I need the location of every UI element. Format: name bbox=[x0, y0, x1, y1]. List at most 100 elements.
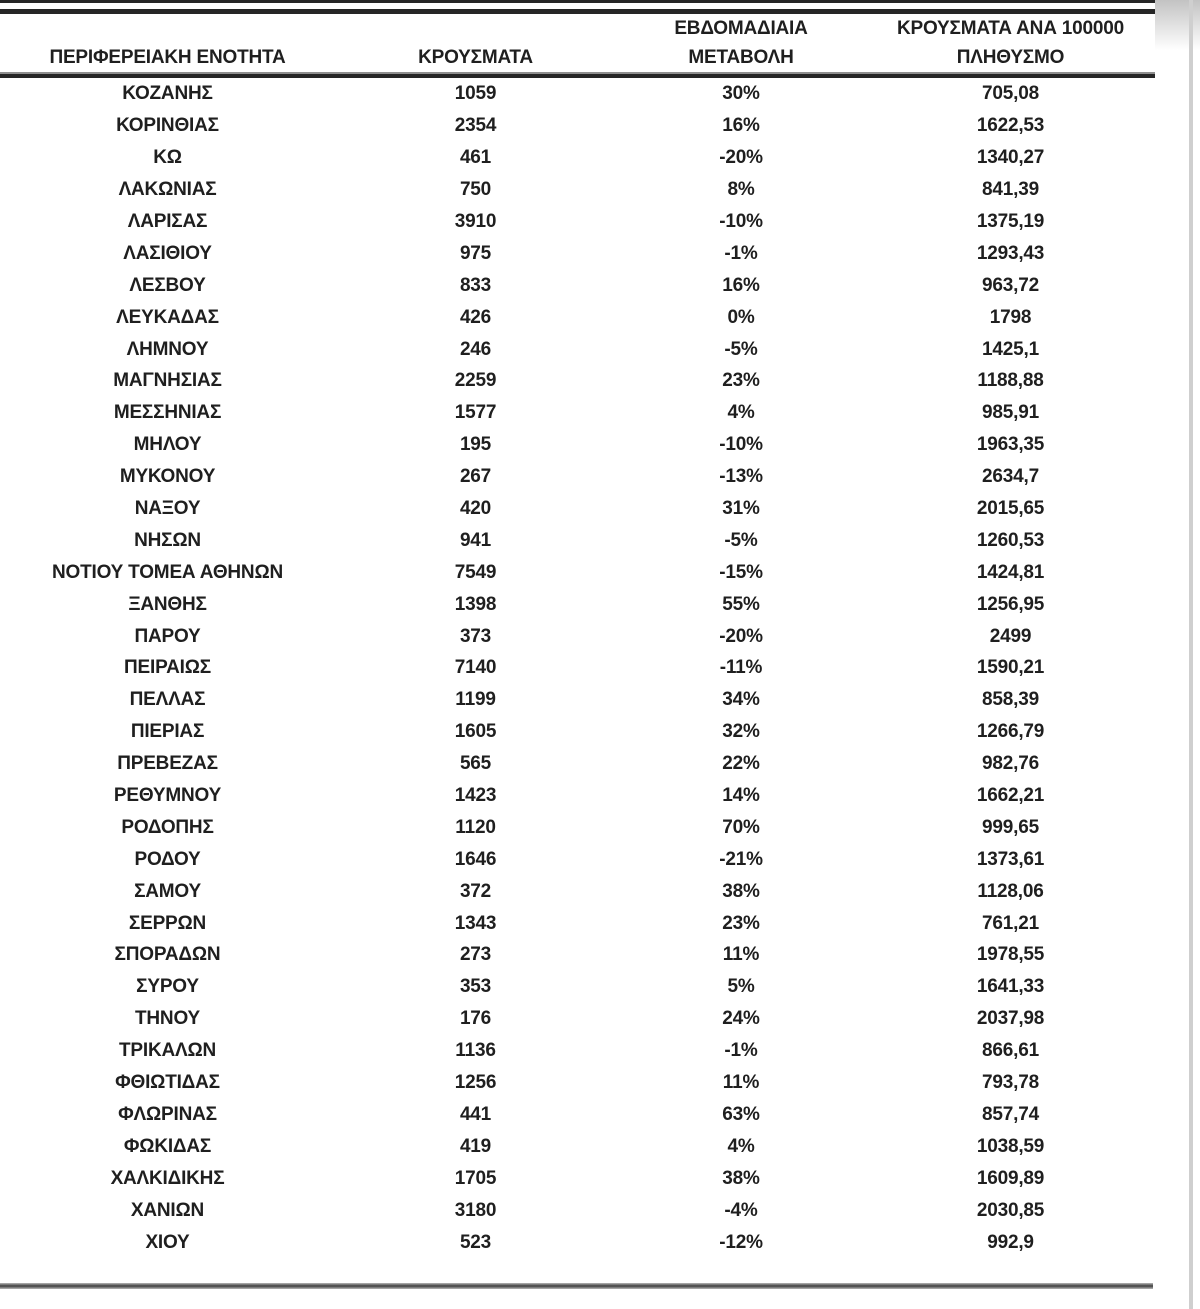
per100k-cell: 1609,89 bbox=[976, 1167, 1045, 1189]
region-cell: ΜΗΛΟΥ bbox=[133, 434, 202, 456]
region-cell: ΡΕΘΥΜΝΟΥ bbox=[113, 785, 222, 807]
cases-cell: 1059 bbox=[454, 83, 497, 105]
region-cell: ΦΩΚΙΔΑΣ bbox=[123, 1135, 212, 1157]
table-row: ΦΘΙΩΤΙΔΑΣ 1256 11% 793,78 bbox=[0, 1067, 1155, 1099]
table-row: ΠΡΕΒΕΖΑΣ 565 22% 982,76 bbox=[0, 748, 1155, 780]
region-cell: ΤΗΝΟΥ bbox=[135, 1008, 200, 1030]
table-row: ΚΟΖΑΝΗΣ 1059 30% 705,08 bbox=[0, 78, 1155, 110]
per100k-cell: 1128,06 bbox=[977, 880, 1044, 902]
weekly-change-cell: -20% bbox=[719, 147, 763, 169]
table-row: ΡΟΔΟΠΗΣ 1120 70% 999,65 bbox=[0, 811, 1155, 843]
per100k-cell: 1375,19 bbox=[976, 211, 1045, 232]
region-cell: ΣΑΜΟΥ bbox=[134, 880, 201, 902]
table-row: ΠΕΛΛΑΣ 1199 34% 858,39 bbox=[0, 684, 1155, 716]
cases-cell: 372 bbox=[459, 880, 492, 902]
region-cell: ΡΟΔΟΠΗΣ bbox=[121, 816, 214, 838]
per100k-cell: 1266,79 bbox=[976, 721, 1045, 743]
per100k-cell: 1038,59 bbox=[976, 1135, 1045, 1157]
region-cell: ΜΥΚΟΝΟΥ bbox=[119, 466, 216, 488]
weekly-change-cell: -12% bbox=[719, 1231, 763, 1253]
per100k-cell: 1260,53 bbox=[976, 529, 1045, 551]
table-row: ΜΑΓΝΗΣΙΑΣ 2259 23% 1188,88 bbox=[0, 365, 1155, 397]
table-row: ΛΕΣΒΟΥ 833 16% 963,72 bbox=[0, 269, 1155, 301]
region-cell: ΠΕΙΡΑΙΩΣ bbox=[124, 657, 211, 679]
region-cell: ΦΘΙΩΤΙΔΑΣ bbox=[115, 1072, 220, 1094]
weekly-change-cell: 4% bbox=[727, 402, 755, 424]
cases-cell: 941 bbox=[459, 529, 492, 551]
per100k-cell: 1340,27 bbox=[976, 147, 1045, 169]
table-row: ΣΑΜΟΥ 372 38% 1128,06 bbox=[0, 875, 1155, 907]
table-top-border-thin bbox=[0, 0, 1155, 3]
table-row: ΞΑΝΘΗΣ 1398 55% 1256,95 bbox=[0, 588, 1155, 620]
cases-cell: 195 bbox=[459, 434, 492, 456]
weekly-change-cell: -10% bbox=[719, 211, 763, 232]
per100k-cell: 866,61 bbox=[982, 1040, 1039, 1062]
per100k-cell: 1622,53 bbox=[976, 115, 1045, 137]
cases-cell: 565 bbox=[459, 753, 492, 775]
table-row: ΜΕΣΣΗΝΙΑΣ 1577 4% 985,91 bbox=[0, 397, 1155, 429]
regional-cases-table: ΠΕΡΙΦΕΡΕΙΑΚΗ ΕΝΟΤΗΤΑ ΚΡΟΥΣΜΑΤΑ ΕΒΔΟΜΑΔΙΑ… bbox=[0, 0, 1155, 1258]
cases-cell: 1577 bbox=[454, 402, 497, 424]
per100k-cell: 1590,21 bbox=[976, 657, 1045, 679]
per100k-cell: 857,74 bbox=[982, 1103, 1039, 1125]
region-cell: ΚΟΡΙΝΘΙΑΣ bbox=[116, 115, 219, 137]
region-cell: ΛΑΣΙΘΙΟΥ bbox=[123, 242, 212, 264]
cases-cell: 975 bbox=[459, 242, 492, 264]
region-cell: ΤΡΙΚΑΛΩΝ bbox=[118, 1040, 217, 1062]
per100k-cell: 1188,88 bbox=[977, 370, 1044, 392]
cases-cell: 7549 bbox=[454, 561, 497, 583]
header-separator-light bbox=[0, 72, 1155, 74]
weekly-change-cell: 16% bbox=[722, 274, 760, 296]
cases-cell: 426 bbox=[459, 306, 492, 328]
table-row: ΣΕΡΡΩΝ 1343 23% 761,21 bbox=[0, 907, 1155, 939]
table-row: ΤΗΝΟΥ 176 24% 2037,98 bbox=[0, 1003, 1155, 1035]
cases-cell: 176 bbox=[459, 1008, 492, 1030]
table-top-border-thick bbox=[0, 9, 1155, 14]
region-cell: ΝΑΞΟΥ bbox=[134, 498, 201, 520]
table-row: ΣΥΡΟΥ 353 5% 1641,33 bbox=[0, 971, 1155, 1003]
cases-cell: 833 bbox=[459, 274, 492, 296]
table-row: ΛΗΜΝΟΥ 246 -5% 1425,1 bbox=[0, 333, 1155, 365]
region-cell: ΧΑΛΚΙΔΙΚΗΣ bbox=[110, 1167, 225, 1189]
weekly-change-cell: 55% bbox=[722, 593, 760, 615]
weekly-change-cell: -10% bbox=[719, 434, 763, 456]
cases-cell: 1705 bbox=[454, 1167, 497, 1189]
per100k-cell: 705,08 bbox=[982, 83, 1039, 105]
table-body: ΚΟΖΑΝΗΣ 1059 30% 705,08 ΚΟΡΙΝΘΙΑΣ 2354 1… bbox=[0, 78, 1155, 1258]
per100k-cell: 1256,95 bbox=[976, 593, 1045, 615]
table-row: ΧΙΟΥ 523 -12% 992,9 bbox=[0, 1226, 1155, 1258]
weekly-change-cell: -13% bbox=[719, 466, 763, 488]
weekly-change-cell: -1% bbox=[724, 1040, 758, 1062]
region-cell: ΝΟΤΙΟΥ ΤΟΜΕΑ ΑΘΗΝΩΝ bbox=[51, 561, 283, 583]
region-cell: ΛΑΚΩΝΙΑΣ bbox=[118, 179, 217, 201]
per100k-cell: 1425,1 bbox=[982, 338, 1039, 360]
cases-cell: 3910 bbox=[454, 211, 497, 232]
weekly-change-cell: 32% bbox=[722, 721, 760, 743]
region-cell: ΣΕΡΡΩΝ bbox=[128, 912, 207, 934]
weekly-change-cell: -5% bbox=[724, 529, 758, 551]
table-row: ΧΑΛΚΙΔΙΚΗΣ 1705 38% 1609,89 bbox=[0, 1162, 1155, 1194]
region-cell: ΞΑΝΘΗΣ bbox=[128, 593, 207, 615]
header-cases-label: ΚΡΟΥΣΜΑΤΑ bbox=[418, 47, 533, 68]
per100k-cell: 1424,81 bbox=[976, 561, 1045, 583]
per100k-cell: 1373,61 bbox=[976, 848, 1045, 870]
cases-cell: 2259 bbox=[454, 370, 497, 392]
weekly-change-cell: -21% bbox=[719, 848, 763, 870]
table-row: ΝΗΣΩΝ 941 -5% 1260,53 bbox=[0, 524, 1155, 556]
header-per100k-line2: ΠΛΗΘΥΣΜΟ bbox=[956, 47, 1065, 68]
region-cell: ΛΗΜΝΟΥ bbox=[126, 338, 209, 360]
cases-cell: 1256 bbox=[454, 1072, 497, 1094]
per100k-cell: 1798 bbox=[989, 306, 1032, 328]
region-cell: ΣΠΟΡΑΔΩΝ bbox=[114, 944, 221, 966]
per100k-cell: 841,39 bbox=[982, 179, 1039, 201]
weekly-change-cell: 23% bbox=[722, 370, 760, 392]
region-cell: ΛΕΥΚΑΔΑΣ bbox=[116, 306, 219, 328]
weekly-change-cell: -20% bbox=[719, 625, 763, 647]
weekly-change-cell: 38% bbox=[722, 880, 760, 902]
weekly-change-cell: 11% bbox=[722, 944, 760, 966]
per100k-cell: 1662,21 bbox=[976, 785, 1045, 807]
per100k-cell: 858,39 bbox=[982, 689, 1039, 711]
table-row: ΛΑΡΙΣΑΣ 3910 -10% 1375,19 bbox=[0, 206, 1155, 238]
region-cell: ΧΙΟΥ bbox=[145, 1231, 190, 1253]
